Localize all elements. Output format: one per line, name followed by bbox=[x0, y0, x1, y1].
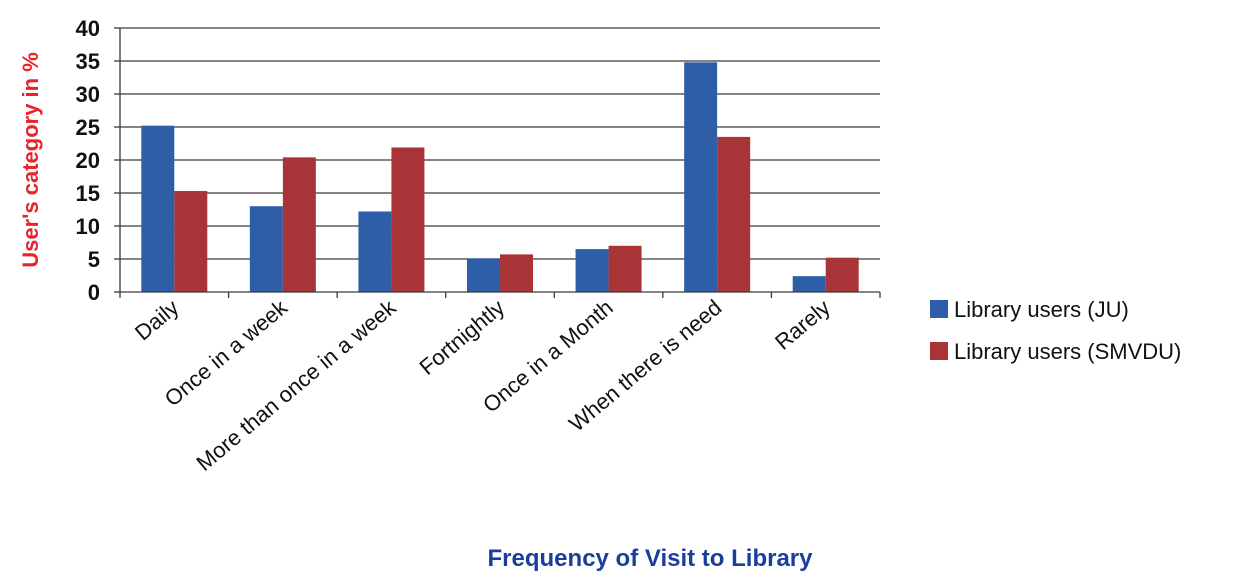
bar-ju bbox=[575, 249, 609, 292]
bar-smvdu bbox=[174, 191, 208, 292]
x-category-label: More than once in a week bbox=[192, 294, 402, 476]
bar-smvdu bbox=[500, 254, 533, 292]
x-axis-title: Frequency of Visit to Library bbox=[488, 545, 814, 572]
legend: Library users (JU) Library users (SMVDU) bbox=[930, 297, 1181, 364]
bar-ju bbox=[141, 125, 175, 293]
bar-ju bbox=[467, 258, 500, 292]
y-tick-label: 0 bbox=[88, 280, 100, 305]
y-tick-label: 25 bbox=[76, 115, 100, 140]
x-category-label: Fortnightly bbox=[414, 295, 509, 380]
legend-label: Library users (JU) bbox=[954, 297, 1129, 322]
x-category-label: Daily bbox=[130, 295, 184, 346]
gridlines bbox=[120, 27, 880, 260]
legend-swatch bbox=[930, 300, 948, 318]
legend-swatch bbox=[930, 342, 948, 360]
y-tick-label: 15 bbox=[76, 181, 100, 206]
bar-ju bbox=[684, 62, 718, 292]
bar-ju bbox=[792, 276, 826, 292]
bar-smvdu bbox=[282, 157, 316, 292]
y-tick-label: 5 bbox=[88, 247, 100, 272]
axes bbox=[114, 27, 881, 298]
bar-smvdu bbox=[717, 136, 751, 292]
y-tick-label: 10 bbox=[76, 214, 100, 239]
y-tick-label: 20 bbox=[76, 148, 100, 173]
bar-smvdu bbox=[608, 245, 642, 292]
legend-label: Library users (SMVDU) bbox=[954, 339, 1181, 364]
y-axis-title: User's category in % bbox=[18, 52, 43, 268]
y-tick-labels: 0 5 10 15 20 25 30 35 40 bbox=[76, 16, 100, 305]
bar-ju bbox=[249, 206, 283, 292]
y-tick-label: 40 bbox=[76, 16, 100, 41]
bars bbox=[141, 62, 859, 293]
bar-ju bbox=[358, 211, 392, 292]
bar-smvdu bbox=[825, 257, 859, 292]
y-tick-label: 30 bbox=[76, 82, 100, 107]
bar-smvdu bbox=[391, 147, 425, 292]
y-tick-label: 35 bbox=[76, 49, 100, 74]
x-category-label: Rarely bbox=[770, 295, 835, 355]
